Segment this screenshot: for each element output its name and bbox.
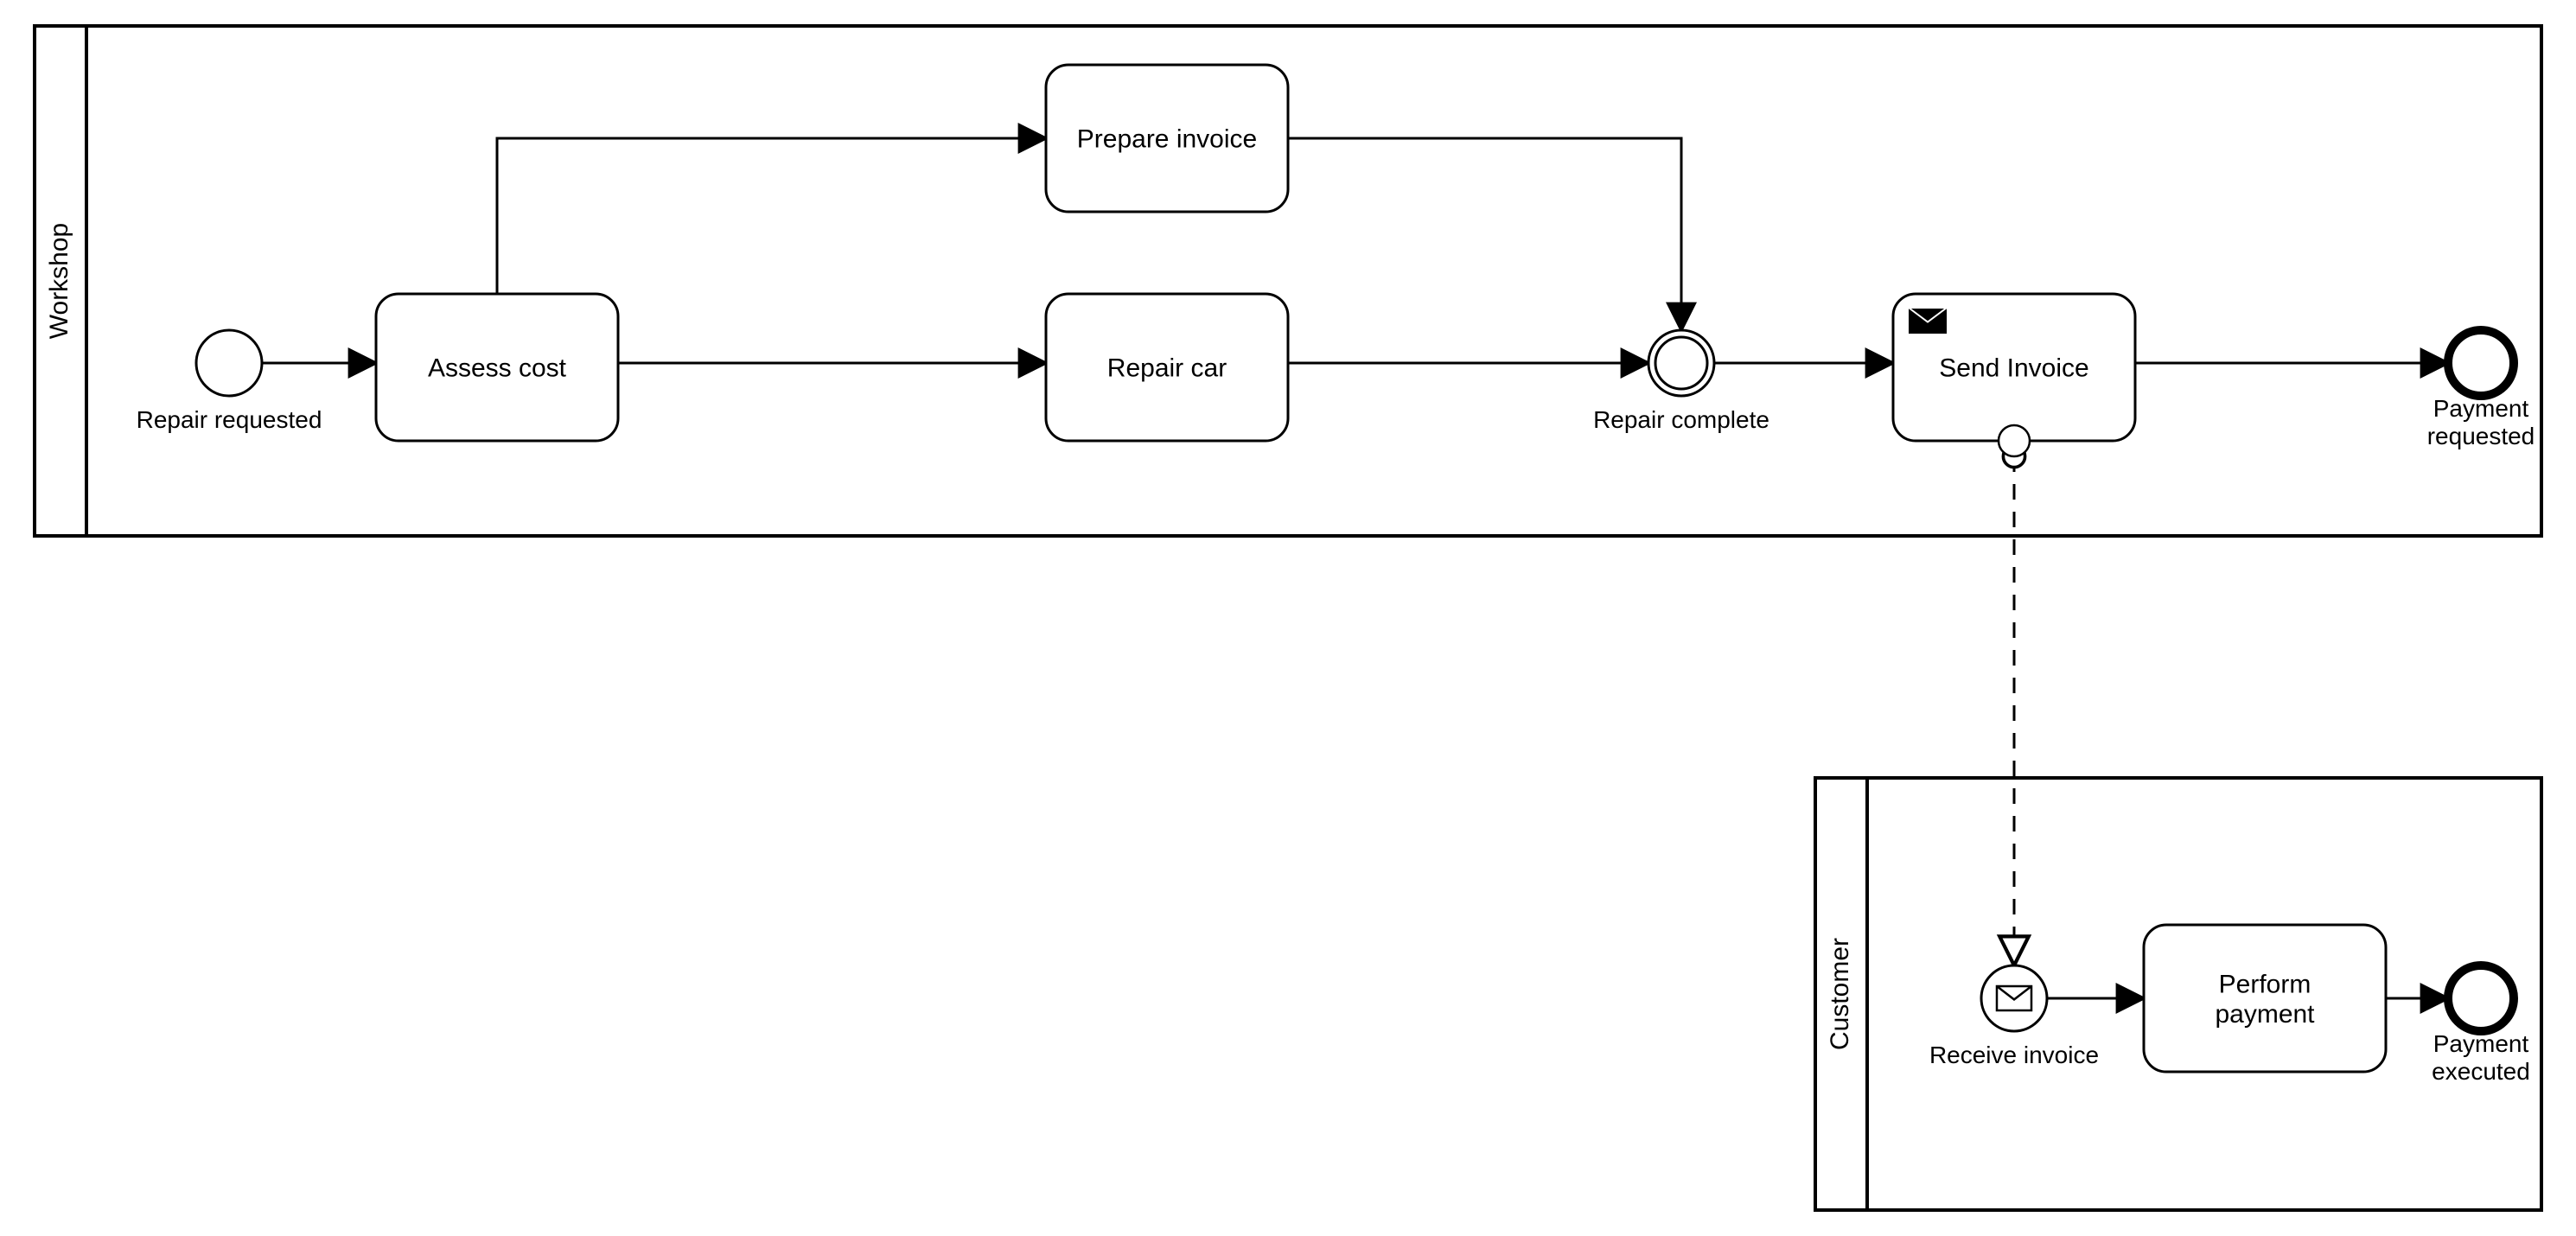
task-perform-payment-label: Performpayment <box>2215 970 2315 1029</box>
task-assess-cost-label: Assess cost <box>428 354 567 383</box>
task-send-invoice-label: Send Invoice <box>1939 354 2088 383</box>
bpmn-diagram: Workshop Customer Assess cost Prepare invo… <box>0 0 2576 1236</box>
task-prepare-invoice-label: Prepare invoice <box>1077 125 1257 154</box>
task-repair-car-label: Repair car <box>1107 354 1227 383</box>
ev-payment-executed-label: Paymentexecuted <box>2432 1030 2530 1085</box>
task-prepare-invoice: Prepare invoice <box>1046 65 1288 212</box>
task-assess-cost: Assess cost <box>376 294 618 441</box>
pool-workshop-label: Workshop <box>45 223 73 340</box>
task-send-invoice-boundary-event <box>1999 425 2030 456</box>
task-send-invoice: Send Invoice <box>1893 294 2135 456</box>
ev-repair-complete-label: Repair complete <box>1593 406 1769 433</box>
task-perform-payment: Performpayment <box>2144 925 2386 1072</box>
ev-receive-invoice-label: Receive invoice <box>1929 1042 2099 1068</box>
pool-customer-label: Customer <box>1826 938 1854 1050</box>
ev-payment-requested-label: Paymentrequested <box>2427 395 2535 449</box>
ev-repair-requested-label: Repair requested <box>137 406 322 433</box>
task-repair-car: Repair car <box>1046 294 1288 441</box>
